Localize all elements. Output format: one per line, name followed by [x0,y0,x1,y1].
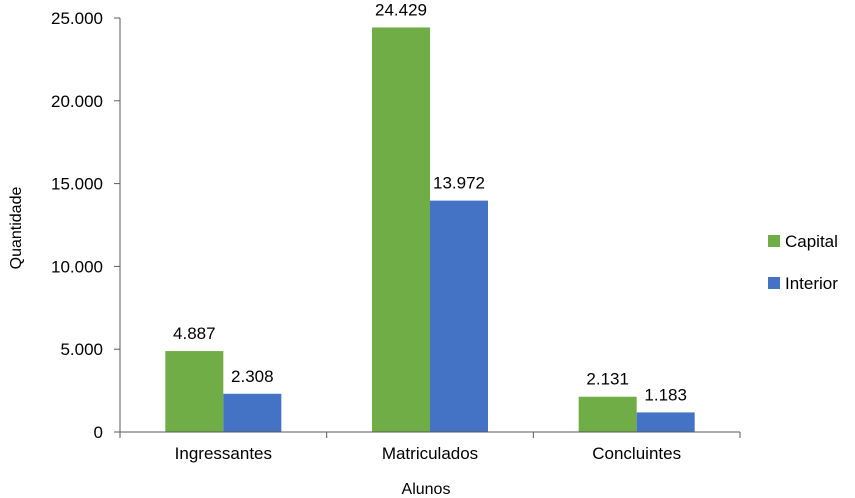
y-tick-label: 20.000 [51,92,103,111]
x-tick-label: Ingressantes [175,444,272,463]
legend-label-interior: Interior [785,274,838,293]
legend-swatch-interior [768,277,780,289]
x-tick-label: Matriculados [382,444,478,463]
x-tick-label: Concluintes [592,444,681,463]
data-label: 4.887 [173,324,216,343]
bar-interior-concluintes [636,412,695,432]
data-label: 1.183 [644,385,687,404]
bar-capital-ingressantes [165,351,224,432]
y-axis: 0 5.000 10.000 15.000 20.000 25.000 [51,9,121,442]
y-tick-label: 5.000 [60,340,103,359]
bar-capital-matriculados [372,27,430,433]
y-tick-label: 15.000 [51,175,103,194]
bar-interior-ingressantes [223,393,282,432]
data-label: 2.131 [586,370,629,389]
legend-swatch-capital [768,235,780,247]
plot-area: 4.887 2.308 24.429 13.972 2.131 1.183 [165,0,695,433]
data-label: 24.429 [375,0,427,19]
x-axis: Ingressantes Matriculados Concluintes [119,431,741,463]
data-label: 13.972 [433,174,485,193]
bar-interior-matriculados [430,200,488,432]
y-tick-label: 10.000 [51,257,103,276]
x-axis-title: Alunos [402,481,451,498]
legend-label-capital: Capital [785,232,838,251]
y-tick-label: 25.000 [51,9,103,28]
y-tick-label: 0 [94,423,103,442]
data-label: 2.308 [231,367,274,386]
legend: Capital Interior [768,232,838,293]
y-axis-title: Quantidade [8,187,25,270]
bar-capital-concluintes [578,396,637,432]
